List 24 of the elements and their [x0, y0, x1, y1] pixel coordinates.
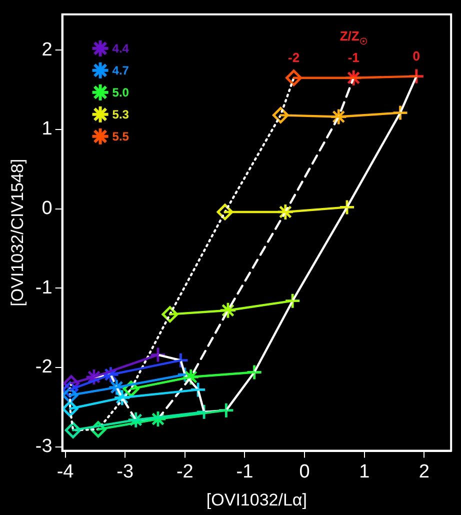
annotation: -1 [348, 50, 360, 65]
y-tick-label: 2 [42, 39, 52, 60]
y-tick-label: 1 [42, 118, 52, 140]
annotation: 0 [412, 48, 420, 64]
y-tick-label: -2 [35, 356, 52, 378]
x-tick-label: -2 [176, 461, 194, 482]
x-tick-label: 2 [418, 461, 430, 482]
legend-label: 5.3 [112, 108, 130, 122]
legend-label: 5.5 [112, 130, 130, 144]
y-tick-label: -1 [35, 277, 52, 298]
x-tick-label: 0 [299, 461, 310, 482]
annotation: -2 [288, 50, 300, 65]
legend-label: 4.4 [112, 42, 130, 56]
legend-label: 4.7 [112, 64, 130, 78]
x-tick-label: 1 [359, 461, 370, 482]
x-tick-label: -1 [236, 461, 254, 482]
y-tick-label: 0 [42, 198, 52, 220]
y-axis-title: [OVI1032/CIV1548] [8, 158, 27, 306]
x-axis-title: [OVI1032/Lα] [206, 490, 307, 510]
annotation: Z/Z☉ [340, 28, 368, 46]
x-tick-label: -4 [56, 461, 74, 482]
y-tick-label: -3 [35, 436, 52, 458]
x-tick-label: -3 [116, 461, 134, 482]
legend-label: 5.0 [112, 86, 130, 100]
